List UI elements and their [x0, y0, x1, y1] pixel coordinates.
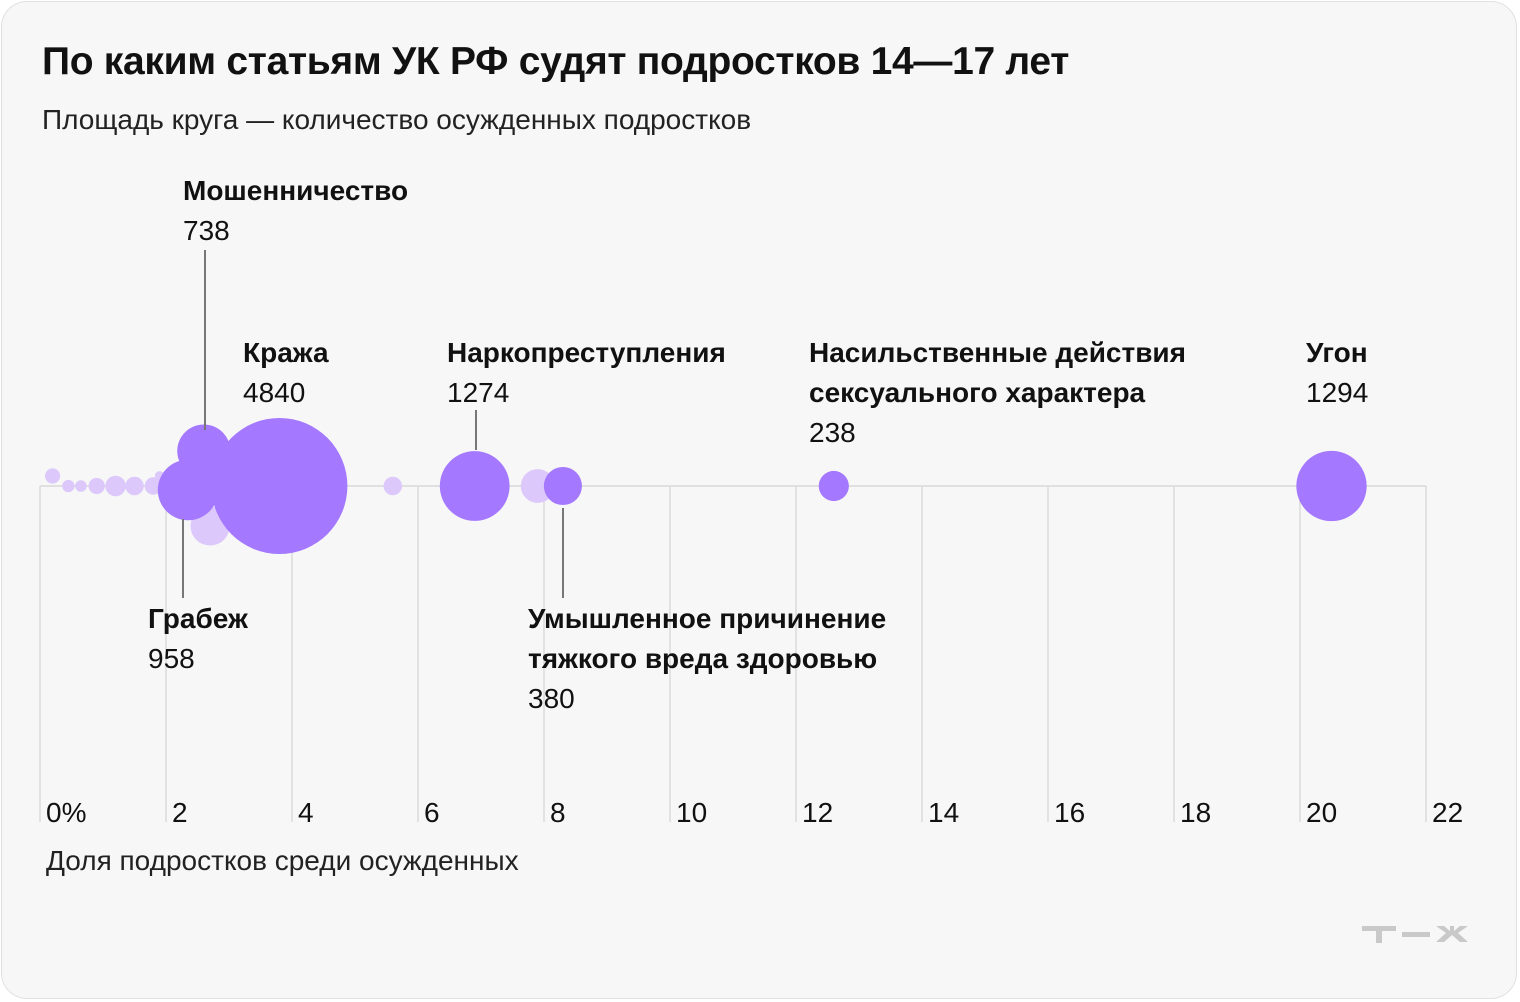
- bubble-other: [125, 476, 144, 496]
- bubble: [543, 466, 582, 506]
- bubble-label-name: тяжкого вреда здоровью: [528, 643, 877, 674]
- bubble-other: [105, 475, 126, 497]
- bubble-other: [45, 468, 61, 484]
- x-tick-label: 4: [298, 797, 314, 828]
- bubble-other: [383, 476, 403, 496]
- chart-subtitle: Площадь круга — количество осужденных по…: [42, 104, 752, 135]
- bubble: [177, 424, 231, 478]
- bubble-label-value: 958: [148, 643, 195, 674]
- bubble-label-name: Насильственные действия: [809, 337, 1186, 368]
- x-tick-label: 8: [550, 797, 566, 828]
- x-tick-label: 0%: [46, 797, 86, 828]
- bubble-label-value: 4840: [243, 377, 305, 408]
- bubble-label-name: Мошенничество: [183, 175, 408, 206]
- bubble-label-name: Умышленное причинение: [528, 603, 886, 634]
- bubble: [818, 470, 849, 502]
- bubble-label-name: сексуального характера: [809, 377, 1146, 408]
- bubble-label-name: Угон: [1306, 337, 1368, 368]
- bubble: [439, 451, 510, 521]
- x-tick-label: 20: [1306, 797, 1337, 828]
- bubble-label-value: 738: [183, 215, 230, 246]
- x-tick-label: 10: [676, 797, 707, 828]
- bubble-label-value: 380: [528, 683, 575, 714]
- bubble: [1296, 450, 1367, 522]
- bubble-other: [62, 479, 75, 493]
- x-tick-label: 18: [1180, 797, 1211, 828]
- bubble-label-value: 1274: [447, 377, 509, 408]
- x-tick-label: 2: [172, 797, 188, 828]
- x-tick-label: 6: [424, 797, 440, 828]
- x-axis-label: Доля подростков среди осужденных: [46, 845, 519, 876]
- bubble-label-name: Наркопреступления: [447, 337, 726, 368]
- chart-title: По каким статьям УК РФ судят подростков …: [42, 40, 1070, 83]
- bubble-label-name: Грабеж: [148, 603, 249, 634]
- x-tick-label: 16: [1054, 797, 1085, 828]
- x-tick-label: 14: [928, 797, 959, 828]
- bubble-other: [88, 477, 105, 495]
- bubble-label-value: 1294: [1306, 377, 1368, 408]
- bubble-label-value: 238: [809, 417, 856, 448]
- brand-logo: [1362, 926, 1468, 943]
- x-tick-label: 12: [802, 797, 833, 828]
- bubble-label-name: Кража: [243, 337, 329, 368]
- bubble: [211, 418, 348, 554]
- bubble-other: [75, 480, 87, 492]
- x-tick-label: 22: [1432, 797, 1463, 828]
- bubble-other: [144, 477, 163, 495]
